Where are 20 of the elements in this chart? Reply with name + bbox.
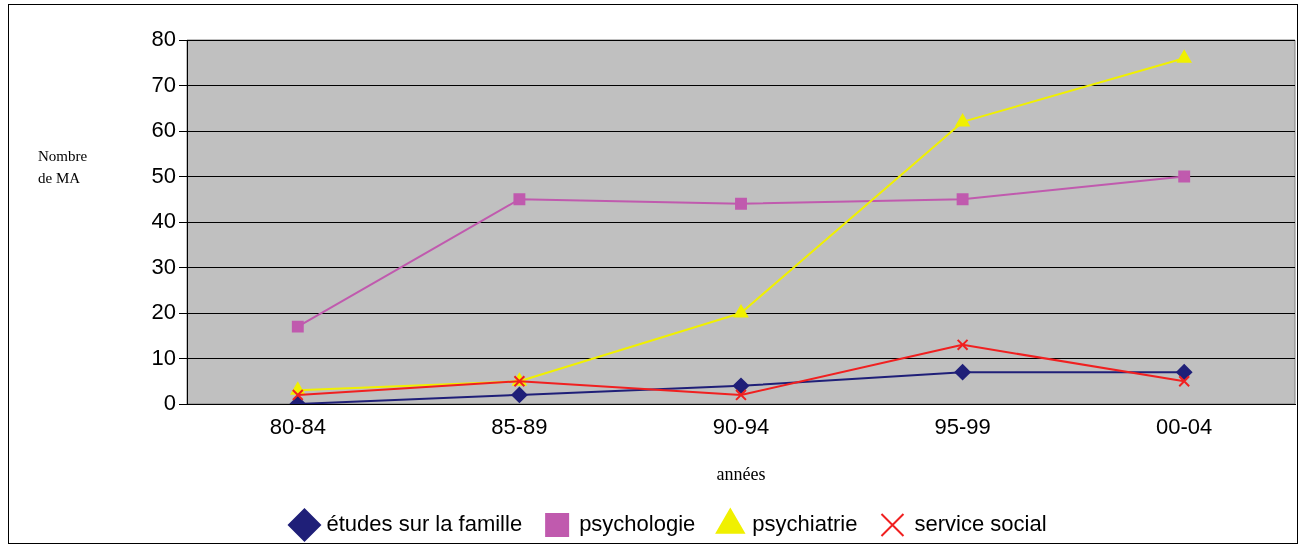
y-tick-label: 20 [151, 299, 176, 325]
x-tick-label: 80-84 [269, 414, 326, 440]
y-tick-label: 10 [151, 344, 176, 370]
y-tick-label: 40 [151, 208, 176, 234]
legend-label: études sur la famille [326, 511, 523, 537]
legend-label: psychologie [579, 511, 696, 537]
legend-label: service social [914, 511, 1047, 537]
y-tick-label: 70 [151, 71, 176, 97]
x-tick-label: 85-89 [491, 414, 548, 440]
y-axis-title: Nombre de MA [38, 147, 89, 188]
legend-label: psychiatrie [752, 511, 858, 537]
x-axis-title: années [716, 463, 766, 484]
y-tick-label: 0 [163, 390, 176, 416]
y-tick-label: 80 [151, 26, 176, 52]
y-tick-label: 50 [151, 162, 176, 188]
x-tick-label: 95-99 [934, 414, 991, 440]
x-tick-label: 90-94 [712, 414, 770, 440]
y-tick-label: 60 [151, 117, 176, 143]
x-tick-label: 00-04 [1156, 414, 1213, 440]
y-tick-label: 30 [151, 253, 176, 279]
